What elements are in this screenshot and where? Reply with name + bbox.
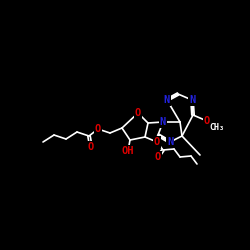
Text: N: N bbox=[189, 95, 195, 105]
Text: N: N bbox=[167, 137, 173, 147]
Text: N: N bbox=[164, 95, 170, 105]
Text: N: N bbox=[160, 117, 166, 127]
Text: O: O bbox=[95, 124, 101, 134]
Text: O: O bbox=[154, 137, 160, 147]
Text: O: O bbox=[88, 142, 94, 152]
Text: O: O bbox=[204, 116, 210, 126]
Text: O: O bbox=[135, 108, 141, 118]
Text: OH: OH bbox=[122, 146, 134, 156]
Text: CH₃: CH₃ bbox=[210, 124, 224, 132]
Text: O: O bbox=[155, 152, 161, 162]
